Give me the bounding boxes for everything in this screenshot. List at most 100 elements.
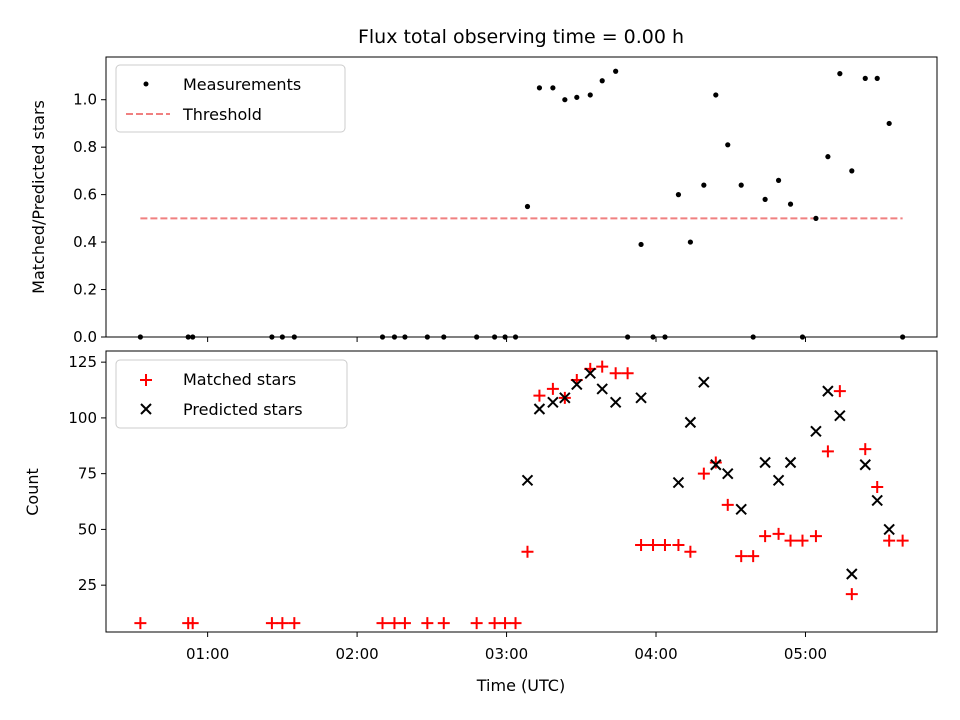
predicted-star-point <box>584 367 596 380</box>
bottom-axes: 25 50 75 100 125 01:00 02:00 03:00 04:00 05:00 <box>68 350 938 663</box>
matched-star-point <box>796 534 809 547</box>
matched-star-point <box>276 617 289 630</box>
predicted-star-point <box>609 396 622 409</box>
predicted-star-point <box>883 523 895 536</box>
legend-predicted-marker <box>140 403 152 415</box>
legend-predicted-label: Predicted stars <box>183 400 303 419</box>
top-y-axis-label: Matched/Predicted stars <box>29 100 48 294</box>
legend-measurements-label: Measurements <box>183 75 301 94</box>
top-y-tick-label: 0.8 <box>73 138 97 156</box>
chart-title: Flux total observing time = 0.00 h <box>358 26 684 48</box>
matched-star-point <box>546 382 559 395</box>
top-plot-marks <box>137 68 906 340</box>
bottom-x-tick-label: 03:00 <box>485 645 528 663</box>
measurement-point <box>574 94 580 100</box>
predicted-star-point <box>810 425 822 437</box>
measurement-point <box>886 120 892 127</box>
predicted-star-point <box>772 474 785 487</box>
predicted-star-point <box>784 456 797 469</box>
bottom-x-tick-label: 04:00 <box>634 645 677 663</box>
matched-star-point <box>809 530 822 543</box>
matched-star-point <box>833 385 846 398</box>
matched-star-point <box>635 539 648 552</box>
measurement-point <box>638 241 644 248</box>
predicted-star-point <box>722 467 734 480</box>
bottom-x-tick-label: 02:00 <box>335 645 378 663</box>
predicted-star-point <box>698 376 710 388</box>
measurement-point <box>787 201 794 207</box>
matched-star-point <box>509 617 522 630</box>
matched-star-point <box>488 617 501 630</box>
matched-star-point <box>288 617 301 630</box>
predicted-star-point <box>710 459 722 471</box>
matched-star-point <box>883 534 896 547</box>
matched-star-point <box>735 550 748 563</box>
top-y-tick-label: 0.6 <box>73 186 97 204</box>
matched-star-point <box>684 545 697 558</box>
bottom-x-tick-label: 01:00 <box>186 645 229 663</box>
measurement-point <box>874 75 880 81</box>
measurement-point <box>713 92 719 98</box>
matched-star-point <box>747 550 760 563</box>
measurement-point <box>675 192 682 198</box>
top-legend: Measurements Threshold <box>115 64 346 133</box>
measurement-point <box>701 182 707 188</box>
measurement-point <box>536 85 543 91</box>
legend-matched-marker <box>140 374 152 386</box>
legend-threshold-label: Threshold <box>182 105 262 124</box>
measurement-point <box>738 182 744 188</box>
top-y-tick-label: 0.2 <box>73 281 97 299</box>
matched-star-point <box>621 367 634 380</box>
predicted-star-point <box>859 459 871 471</box>
matched-star-point <box>533 389 546 402</box>
matched-star-point <box>697 467 710 480</box>
matched-star-point <box>470 617 483 630</box>
bottom-legend: Matched stars Predicted stars <box>115 359 348 429</box>
measurement-point <box>862 75 868 81</box>
bottom-plot-frame <box>105 350 938 633</box>
legend-measurements-marker <box>143 81 149 87</box>
top-plot-frame <box>105 56 938 338</box>
matched-star-point <box>134 617 147 630</box>
top-y-tick-label: 0.4 <box>73 233 97 251</box>
matched-star-point <box>821 445 834 458</box>
x-axis-label: Time (UTC) <box>476 676 565 695</box>
measurement-point <box>775 177 782 183</box>
matched-star-point <box>388 617 401 630</box>
matched-star-point <box>376 617 389 630</box>
measurement-point <box>837 71 843 77</box>
top-legend-frame <box>115 64 346 133</box>
measurement-point <box>687 239 693 245</box>
measurement-point <box>524 203 531 210</box>
predicted-star-point <box>846 568 858 580</box>
measurement-point <box>825 154 831 160</box>
measurement-point <box>562 97 568 103</box>
predicted-star-point <box>684 416 697 429</box>
matched-star-point <box>398 617 411 630</box>
measurement-point <box>599 78 605 84</box>
measurement-point <box>762 196 768 202</box>
legend-matched-label: Matched stars <box>183 370 296 389</box>
matched-star-point <box>499 617 512 630</box>
matched-star-point <box>709 456 722 469</box>
predicted-star-point <box>759 456 771 469</box>
predicted-star-point <box>571 378 583 391</box>
matched-star-point <box>596 360 609 373</box>
predicted-star-point <box>735 503 747 516</box>
bottom-y-tick-label: 25 <box>78 576 97 594</box>
measurement-point <box>849 168 855 174</box>
measurement-point <box>587 92 593 98</box>
matched-star-point <box>859 443 872 456</box>
measurement-point <box>550 85 556 91</box>
top-y-tick-label: 1.0 <box>73 91 97 109</box>
matched-star-point <box>784 534 797 547</box>
bottom-y-tick-label: 75 <box>78 465 97 483</box>
bottom-legend-frame <box>115 359 348 429</box>
matched-star-point <box>186 617 199 630</box>
measurement-point <box>813 215 819 221</box>
predicted-star-point <box>635 392 647 404</box>
bottom-plot-marks <box>134 360 909 630</box>
predicted-star-point <box>672 476 685 489</box>
matched-star-point <box>658 539 671 552</box>
matched-star-point <box>759 530 772 543</box>
